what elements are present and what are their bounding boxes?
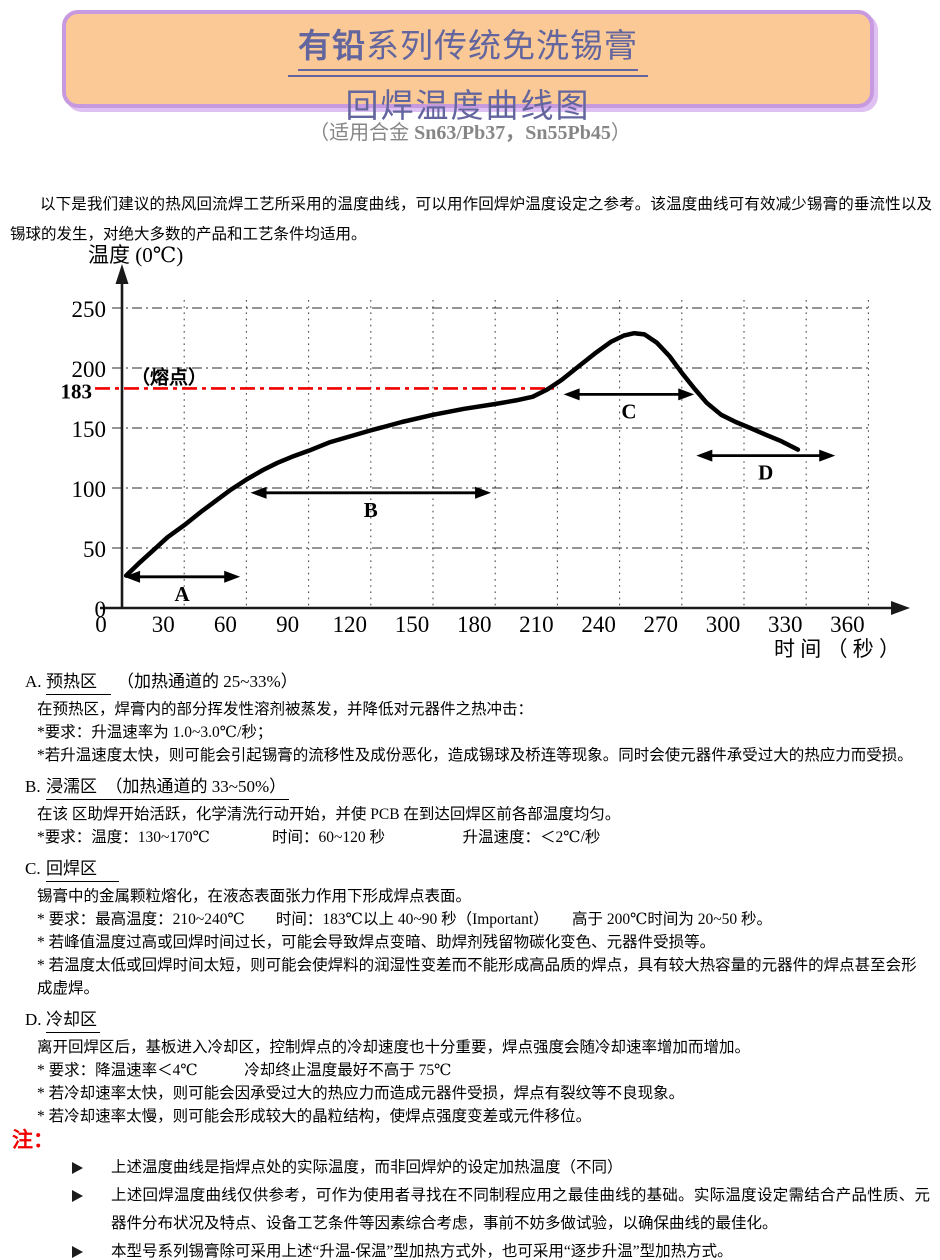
y-axis-arrow-icon [115, 264, 129, 284]
x-tick-label: 90 [276, 612, 299, 637]
section-C: C. 回焊区 锡膏中的金属颗粒熔化，在液态表面张力作用下形成焊点表面。 * 要求… [0, 854, 940, 1000]
x-tick-label: 0 [95, 612, 107, 637]
x-tick-label: 150 [395, 612, 430, 637]
x-tick-label: 210 [519, 612, 554, 637]
section-line: 离开回焊区后，基板进入冷却区，控制焊点的冷却速度也十分重要，焊点强度会随冷却速率… [37, 1039, 751, 1056]
section-line: *若升温速度太快，则可能会引起锡膏的流移性及成份恶化，造成锡球及桥连等现象。同时… [37, 747, 913, 764]
section-A: A. 预热区 （加热通道的 25~33%） 在预热区，焊膏内的部分挥发性溶剂被蒸… [0, 667, 940, 767]
zone-arrowhead-icon [678, 388, 695, 401]
section-line: *要求：温度：130~170℃ 时间：60~120 秒 升温速度：＜2℃/秒 [37, 829, 601, 846]
y-tick-label: 0 [95, 597, 107, 622]
zone-arrowhead-icon [224, 570, 241, 583]
y-tick-label: 50 [83, 537, 106, 562]
x-tick-label: 180 [457, 612, 492, 637]
zone-arrowhead-icon [819, 449, 836, 462]
zone-arrowhead-icon [696, 449, 713, 462]
subtitle-pre: （适用合金 [309, 122, 415, 144]
note-text: 本型号系列锡膏除可采用上述“升温-保温”型加热方式外，也可采用“逐步升温”型加热… [111, 1243, 733, 1260]
subtitle-post: ） [610, 122, 631, 144]
y-tick-label: 100 [72, 477, 107, 502]
notes-label: 注： [12, 1128, 54, 1152]
arrow-bullet-icon [72, 1246, 83, 1258]
x-tick-label: 270 [644, 612, 679, 637]
x-axis-arrow-icon [891, 601, 910, 615]
section-B-heading: B. 浸濡区 （加热通道的 33~50%） [25, 772, 940, 800]
note-item: 上述温度曲线是指焊点处的实际温度，而非回焊炉的设定加热温度（不同） [0, 1154, 940, 1182]
intro-paragraph: 以下是我们建议的热风回流焊工艺所采用的温度曲线，可以用作回焊炉温度设定之参考。该… [10, 196, 932, 243]
zone-label: A [175, 582, 191, 606]
x-axis-title: 时 间 （ 秒 ） [774, 637, 900, 661]
section-name: 冷却区 [46, 1005, 100, 1033]
subtitle-alloys: Sn63/Pb37，Sn55Pb45 [414, 122, 611, 144]
section-line: 锡膏中的金属颗粒熔化，在液态表面张力作用下形成焊点表面。 [37, 888, 472, 905]
note-text: 上述温度曲线是指焊点处的实际温度，而非回焊炉的设定加热温度（不同） [111, 1159, 623, 1176]
section-D: D. 冷却区 离开回焊区后，基板进入冷却区，控制焊点的冷却速度也十分重要，焊点强… [0, 1005, 940, 1128]
section-line: * 若冷却速率太快，则可能会因承受过大的热应力而造成元器件受损，焊点有裂纹等不良… [37, 1085, 685, 1102]
section-B: B. 浸濡区 （加热通道的 33~50%） 在该 区助焊开始活跃，化学清洗行动开… [0, 772, 940, 849]
section-suffix: （加热通道的 25~33%） [117, 672, 298, 691]
x-tick-label: 60 [214, 612, 237, 637]
y-axis-title: 温度 (0℃) [88, 243, 183, 267]
y-tick-label: 150 [72, 417, 107, 442]
section-line: * 若温度太低或回焊时间太短，则可能会使焊料的润湿性变差而不能形成高品质的焊点，… [37, 957, 917, 997]
melting-point-label: （熔点） [131, 365, 207, 388]
section-name: 预热区 [46, 667, 111, 695]
section-letter: A. [25, 672, 42, 691]
zone-sections: A. 预热区 （加热通道的 25~33%） 在预热区，焊膏内的部分挥发性溶剂被蒸… [0, 662, 940, 1128]
section-letter: B. [25, 777, 41, 796]
section-line: *要求：升温速率为 1.0~3.0℃/秒； [37, 724, 273, 741]
subtitle: （适用合金 Sn63/Pb37，Sn55Pb45） [0, 116, 940, 145]
y-tick-label: 250 [72, 297, 107, 322]
y-tick-label: 200 [72, 357, 107, 382]
x-tick-label: 330 [768, 612, 803, 637]
doc-title-rest: 系列传统免洗锡膏 [366, 29, 638, 65]
note-item: 本型号系列锡膏除可采用上述“升温-保温”型加热方式外，也可采用“逐步升温”型加热… [0, 1238, 940, 1260]
melting-point-tick: 183 [61, 379, 93, 403]
arrow-bullet-icon [72, 1162, 83, 1174]
x-tick-label: 30 [152, 612, 175, 637]
section-letter: C. [25, 859, 41, 878]
temperature-curve [123, 330, 801, 578]
note-text: 上述回焊温度曲线仅供参考，可作为使用者寻找在不同制程应用之最佳曲线的基础。实际温… [111, 1187, 930, 1232]
x-tick-label: 300 [706, 612, 741, 637]
notes-block: 注： 上述温度曲线是指焊点处的实际温度，而非回焊炉的设定加热温度（不同） 上述回… [0, 1124, 940, 1260]
doc-title-line2: 回焊温度曲线图 [345, 89, 591, 125]
section-line: 在预热区，焊膏内的部分挥发性溶剂被蒸发，并降低对元器件之热冲击： [37, 701, 534, 718]
zone-arrowhead-icon [563, 388, 580, 401]
reflow-temperature-chart: 0 50 100 150 200 250 0 30 60 90 120 150 180 210 240 270… [61, 243, 910, 661]
zone-arrowhead-icon [250, 486, 267, 499]
section-line: * 若峰值温度过高或回焊时间过长，可能会导致焊点变暗、助焊剂残留物碳化变色、元器… [37, 934, 716, 951]
x-tick-label: 240 [581, 612, 616, 637]
doc-title-line1: 有铅系列传统免洗锡膏 [288, 19, 648, 77]
zone-label: D [758, 461, 773, 485]
zone-arrowhead-icon [124, 570, 141, 583]
section-letter: D. [25, 1010, 42, 1029]
arrow-bullet-icon [72, 1190, 83, 1202]
section-A-heading: A. 预热区 （加热通道的 25~33%） [25, 667, 940, 695]
doc-title-bold: 有铅 [298, 29, 366, 65]
note-item: 上述回焊温度曲线仅供参考，可作为使用者寻找在不同制程应用之最佳曲线的基础。实际温… [0, 1182, 940, 1238]
section-name: 回焊区 [46, 854, 119, 882]
title-banner: 有铅系列传统免洗锡膏 回焊温度曲线图 [62, 10, 874, 125]
section-line: * 若冷却速率太慢，则可能会形成较大的晶粒结构，使焊点强度变差或元件移位。 [37, 1108, 592, 1125]
section-C-heading: C. 回焊区 [25, 854, 940, 882]
zone-label: C [621, 399, 636, 423]
section-line: * 要求：降温速率＜4℃ 冷却终止温度最好不高于 75℃ [37, 1062, 452, 1079]
section-line: 在该 区助焊开始活跃，化学清洗行动开始，并使 PCB 在到达回焊区前各部温度均匀… [37, 806, 621, 823]
section-name: 浸濡区 （加热通道的 33~50%） [46, 772, 290, 800]
zone-arrowhead-icon [475, 486, 492, 499]
x-tick-label: 120 [333, 612, 368, 637]
x-tick-label: 360 [830, 612, 865, 637]
section-D-heading: D. 冷却区 [25, 1005, 940, 1033]
zone-label: B [364, 498, 378, 522]
section-line: * 要求：最高温度：210~240℃ 时间：183℃以上 40~90 秒（Imp… [37, 911, 773, 928]
